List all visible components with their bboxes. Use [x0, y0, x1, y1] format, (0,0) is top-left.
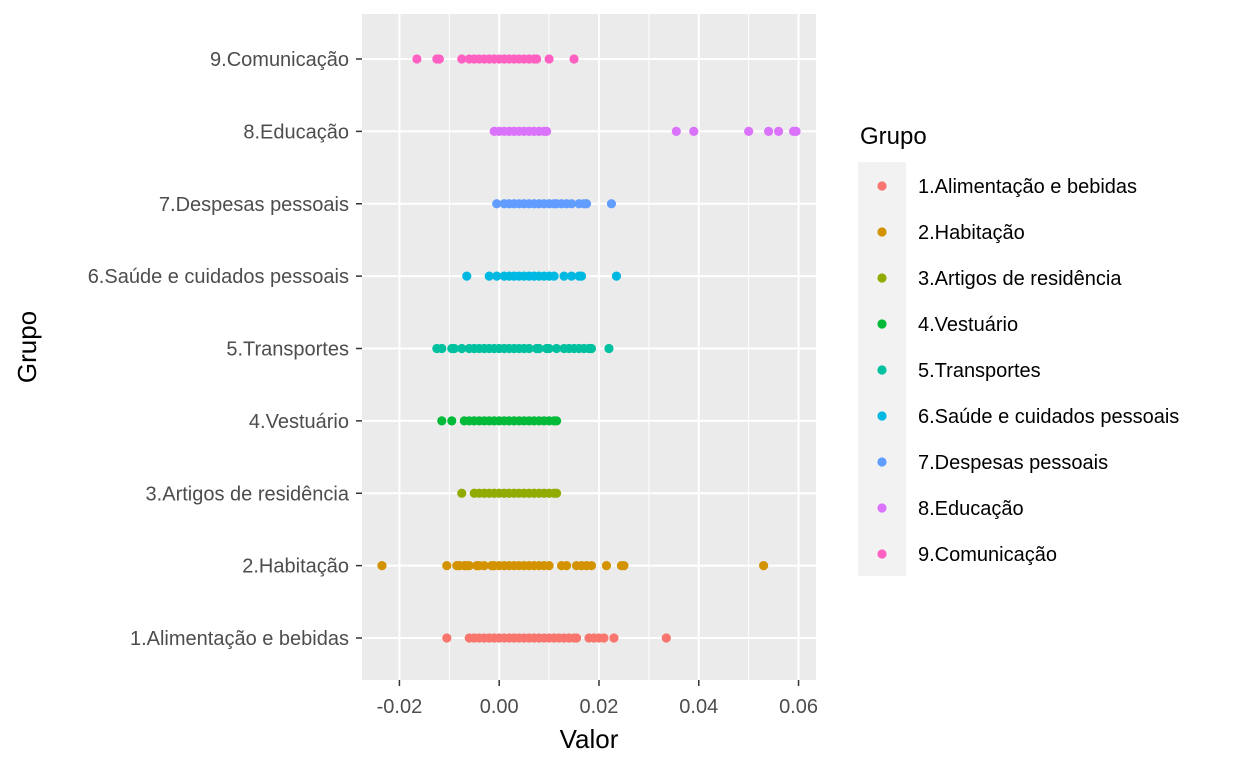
data-point: [619, 561, 629, 571]
data-point: [606, 199, 617, 209]
data-point: [544, 561, 554, 571]
data-point: [759, 561, 769, 571]
data-point: [377, 561, 387, 571]
data-point: [464, 561, 474, 571]
x-tick-label: 0.02: [580, 696, 619, 718]
data-point: [551, 343, 562, 354]
x-tick-label: -0.02: [377, 696, 423, 718]
y-tick-label: 7.Despesas pessoais: [159, 194, 349, 216]
legend-label: 8.Educação: [918, 498, 1024, 520]
y-tick-label: 6.Saúde e cuidados pessoais: [88, 266, 349, 288]
y-tick-label: 8.Educação: [243, 121, 349, 143]
data-point: [524, 343, 534, 354]
data-point: [549, 271, 559, 281]
data-point: [437, 416, 447, 426]
x-tick-label: 0.06: [779, 696, 818, 718]
data-point: [462, 271, 472, 281]
data-point: [442, 633, 452, 643]
data-point: [773, 126, 784, 136]
legend-key: [877, 457, 887, 467]
data-point: [599, 633, 609, 643]
legend-items: 1.Alimentação e bebidas 2.Habitação 3.Arti…: [877, 176, 1179, 566]
legend-key: [877, 503, 887, 513]
data-point: [604, 343, 614, 354]
data-point: [689, 126, 699, 136]
data-point: [586, 343, 597, 354]
data-point: [457, 488, 467, 498]
legend-label: 7.Despesas pessoais: [918, 452, 1108, 474]
data-points: [377, 54, 801, 643]
data-point: [609, 633, 619, 643]
legend-key: [877, 181, 887, 191]
data-point: [437, 343, 447, 354]
data-point: [412, 54, 422, 64]
data-point: [532, 54, 542, 64]
data-point: [484, 271, 494, 281]
legend-label: 2.Habitação: [918, 222, 1025, 244]
legend-label: 5.Transportes: [918, 360, 1041, 382]
x-tick-label: 0.00: [480, 696, 519, 718]
legend: Grupo 1.Alimentação e bebidas 2.Habitação…: [858, 123, 1179, 576]
y-tick-label: 5.Transportes: [226, 339, 349, 361]
legend-label: 1.Alimentação e bebidas: [918, 176, 1137, 198]
x-axis-title: Valor: [560, 724, 619, 754]
legend-key: [877, 227, 887, 237]
data-point: [559, 271, 569, 281]
legend-label: 4.Vestuário: [918, 314, 1018, 336]
data-point: [791, 126, 801, 136]
data-point: [601, 561, 612, 571]
legend-key: [877, 411, 887, 421]
legend-label: 3.Artigos de residência: [918, 268, 1122, 290]
legend-key: [877, 365, 887, 375]
data-point: [492, 199, 502, 209]
data-point: [744, 126, 754, 136]
y-axis: 1.Alimentação e bebidas 2.Habitação 3.Arti…: [88, 49, 362, 650]
data-point: [544, 54, 554, 64]
data-point: [449, 343, 459, 354]
data-point: [457, 54, 467, 64]
y-axis-title: Grupo: [12, 311, 42, 383]
legend-label: 9.Comunicação: [918, 544, 1057, 566]
data-point: [442, 561, 452, 571]
data-point: [611, 271, 622, 281]
data-point: [576, 271, 587, 281]
y-tick-label: 2.Habitação: [242, 556, 349, 578]
data-point: [561, 561, 572, 571]
legend-key: [877, 549, 887, 559]
data-point: [586, 561, 597, 571]
data-point: [492, 271, 502, 281]
y-tick-label: 4.Vestuário: [249, 411, 349, 433]
data-point: [569, 54, 579, 64]
legend-key: [877, 319, 887, 329]
legend-key: [877, 273, 887, 283]
data-point: [764, 126, 774, 136]
data-point: [566, 199, 577, 209]
y-tick-label: 9.Comunicação: [210, 49, 349, 71]
data-point: [661, 633, 671, 643]
data-point: [541, 126, 552, 136]
data-point: [671, 126, 681, 136]
data-point: [571, 633, 582, 643]
x-axis: -0.02 0.00 0.02 0.04 0.06: [377, 680, 818, 718]
legend-title: Grupo: [860, 123, 927, 150]
data-point: [479, 561, 489, 571]
data-point: [544, 343, 554, 354]
data-point: [447, 416, 457, 426]
data-point: [566, 271, 577, 281]
y-tick-label: 3.Artigos de residência: [146, 483, 350, 505]
x-tick-label: 0.04: [679, 696, 718, 718]
data-point: [551, 416, 562, 426]
legend-label: 6.Saúde e cuidados pessoais: [918, 406, 1179, 428]
data-point: [551, 488, 562, 498]
data-point: [457, 343, 467, 354]
data-point: [434, 54, 444, 64]
data-point: [534, 343, 544, 354]
data-point: [581, 199, 592, 209]
y-tick-label: 1.Alimentação e bebidas: [130, 628, 349, 650]
